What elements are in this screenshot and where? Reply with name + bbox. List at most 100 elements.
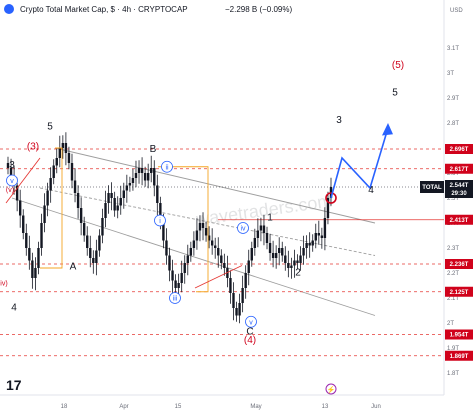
trend-line (194, 265, 243, 289)
y-tick-label: 2.2T (447, 271, 459, 277)
candle-body (89, 248, 92, 258)
wave-label: 5 (47, 121, 53, 132)
candle-body (177, 283, 180, 288)
candle-body (256, 230, 260, 238)
candle-body (180, 273, 183, 283)
wave-label: (4) (244, 335, 256, 346)
subwave-label: v (249, 319, 253, 326)
candle-body (82, 223, 86, 236)
candle-body (131, 178, 135, 183)
candle-body (153, 168, 156, 186)
candle-body (64, 143, 68, 153)
candle-body (98, 235, 101, 251)
x-tick-label: Apr (119, 404, 128, 410)
candle-body (265, 233, 269, 243)
subwave-circle (237, 222, 249, 234)
x-tick-label: 13 (322, 404, 329, 410)
candle-body (317, 233, 321, 236)
candle-body (271, 253, 275, 258)
candle-body (281, 248, 284, 256)
candle-body (235, 308, 238, 316)
candle-body (223, 263, 226, 268)
fib-box-right (158, 166, 209, 293)
price-tags: 2.696T 2.617T TOTAL 2.544T 29:30 2.413T 2.236T… (420, 144, 473, 361)
candle-body (52, 165, 55, 178)
subwave-circle (245, 315, 257, 328)
candle-body (311, 240, 314, 246)
candle-body (137, 168, 141, 173)
candle-body (55, 158, 58, 166)
candle-body (305, 243, 308, 248)
candle-body (43, 205, 46, 223)
wave-label: B (150, 144, 157, 155)
subwave-circle (169, 292, 181, 304)
price-tag (445, 329, 473, 340)
candle-body (146, 173, 150, 181)
candle-body (159, 203, 162, 223)
candle-body (287, 263, 290, 268)
candle-body (171, 270, 174, 281)
wave-label: 4 (11, 303, 17, 314)
x-axis: 18 Apr 15 May 13 Jun (61, 404, 381, 410)
y-tick-label: 3.1T (447, 46, 459, 52)
candle-body (168, 255, 171, 271)
candle-body (34, 268, 37, 278)
y-tick-label: 2.1T (447, 296, 459, 302)
candle-body (76, 193, 80, 208)
price-tag (445, 259, 473, 269)
candle-body (116, 205, 119, 211)
lightning-icon: ⚡ (327, 385, 336, 394)
candle-body (207, 235, 211, 241)
subwave-circle (6, 174, 18, 187)
candle-body (217, 248, 220, 256)
candle-body (140, 168, 144, 173)
subwave-label: ii (165, 164, 169, 171)
candle-body (70, 163, 74, 181)
candle-body (241, 288, 244, 303)
subwave-circle (154, 214, 166, 227)
wave-label: (5) (392, 60, 404, 71)
candles (6, 132, 333, 324)
candle-body (95, 250, 98, 263)
price-tag (445, 286, 473, 297)
candle-body (25, 233, 28, 248)
projection-arrowhead (382, 123, 393, 136)
candle-body (262, 225, 266, 233)
wave-label: C (246, 326, 253, 337)
side-label: iv) (0, 281, 7, 288)
header: Crypto Total Market Cap, $ · 4h · CRYPTO… (4, 4, 463, 14)
y-tick-label: 2.3T (447, 246, 459, 252)
y-tick-label: 3T (447, 71, 454, 77)
price-tag-label: 2.125T (450, 290, 469, 296)
candle-body (296, 260, 299, 263)
candle-body (220, 255, 223, 263)
price-tag-label: 2.696T (450, 147, 469, 153)
y-tick-label: 2.5T (447, 196, 459, 202)
chart-title: Crypto Total Market Cap, $ · 4h · CRYPTO… (20, 5, 188, 14)
event-icon[interactable] (325, 383, 337, 395)
countdown: 29:30 (451, 191, 467, 197)
candle-body (92, 258, 95, 263)
wave-label: (3) (27, 141, 39, 152)
candle-body (189, 248, 193, 256)
price-tag (445, 350, 473, 361)
wave-label: A (70, 261, 77, 272)
price-tag (445, 214, 473, 225)
subwave-label: i (159, 218, 161, 225)
price-tag-label: 2.236T (450, 262, 469, 268)
wave-label: 4 (368, 185, 374, 196)
candle-body (253, 238, 257, 248)
candle-body (201, 223, 205, 228)
candle-body (37, 248, 40, 268)
channel-line (54, 147, 376, 224)
channel-line (11, 197, 376, 316)
y-tick-label: 1.8T (447, 371, 459, 377)
candle-body (210, 240, 214, 246)
candle-body (299, 255, 302, 263)
total-price-tag (445, 180, 473, 198)
candle-body (247, 260, 250, 273)
candle-body (174, 280, 177, 288)
fib-box-left (40, 147, 63, 269)
candle-body (195, 230, 199, 241)
